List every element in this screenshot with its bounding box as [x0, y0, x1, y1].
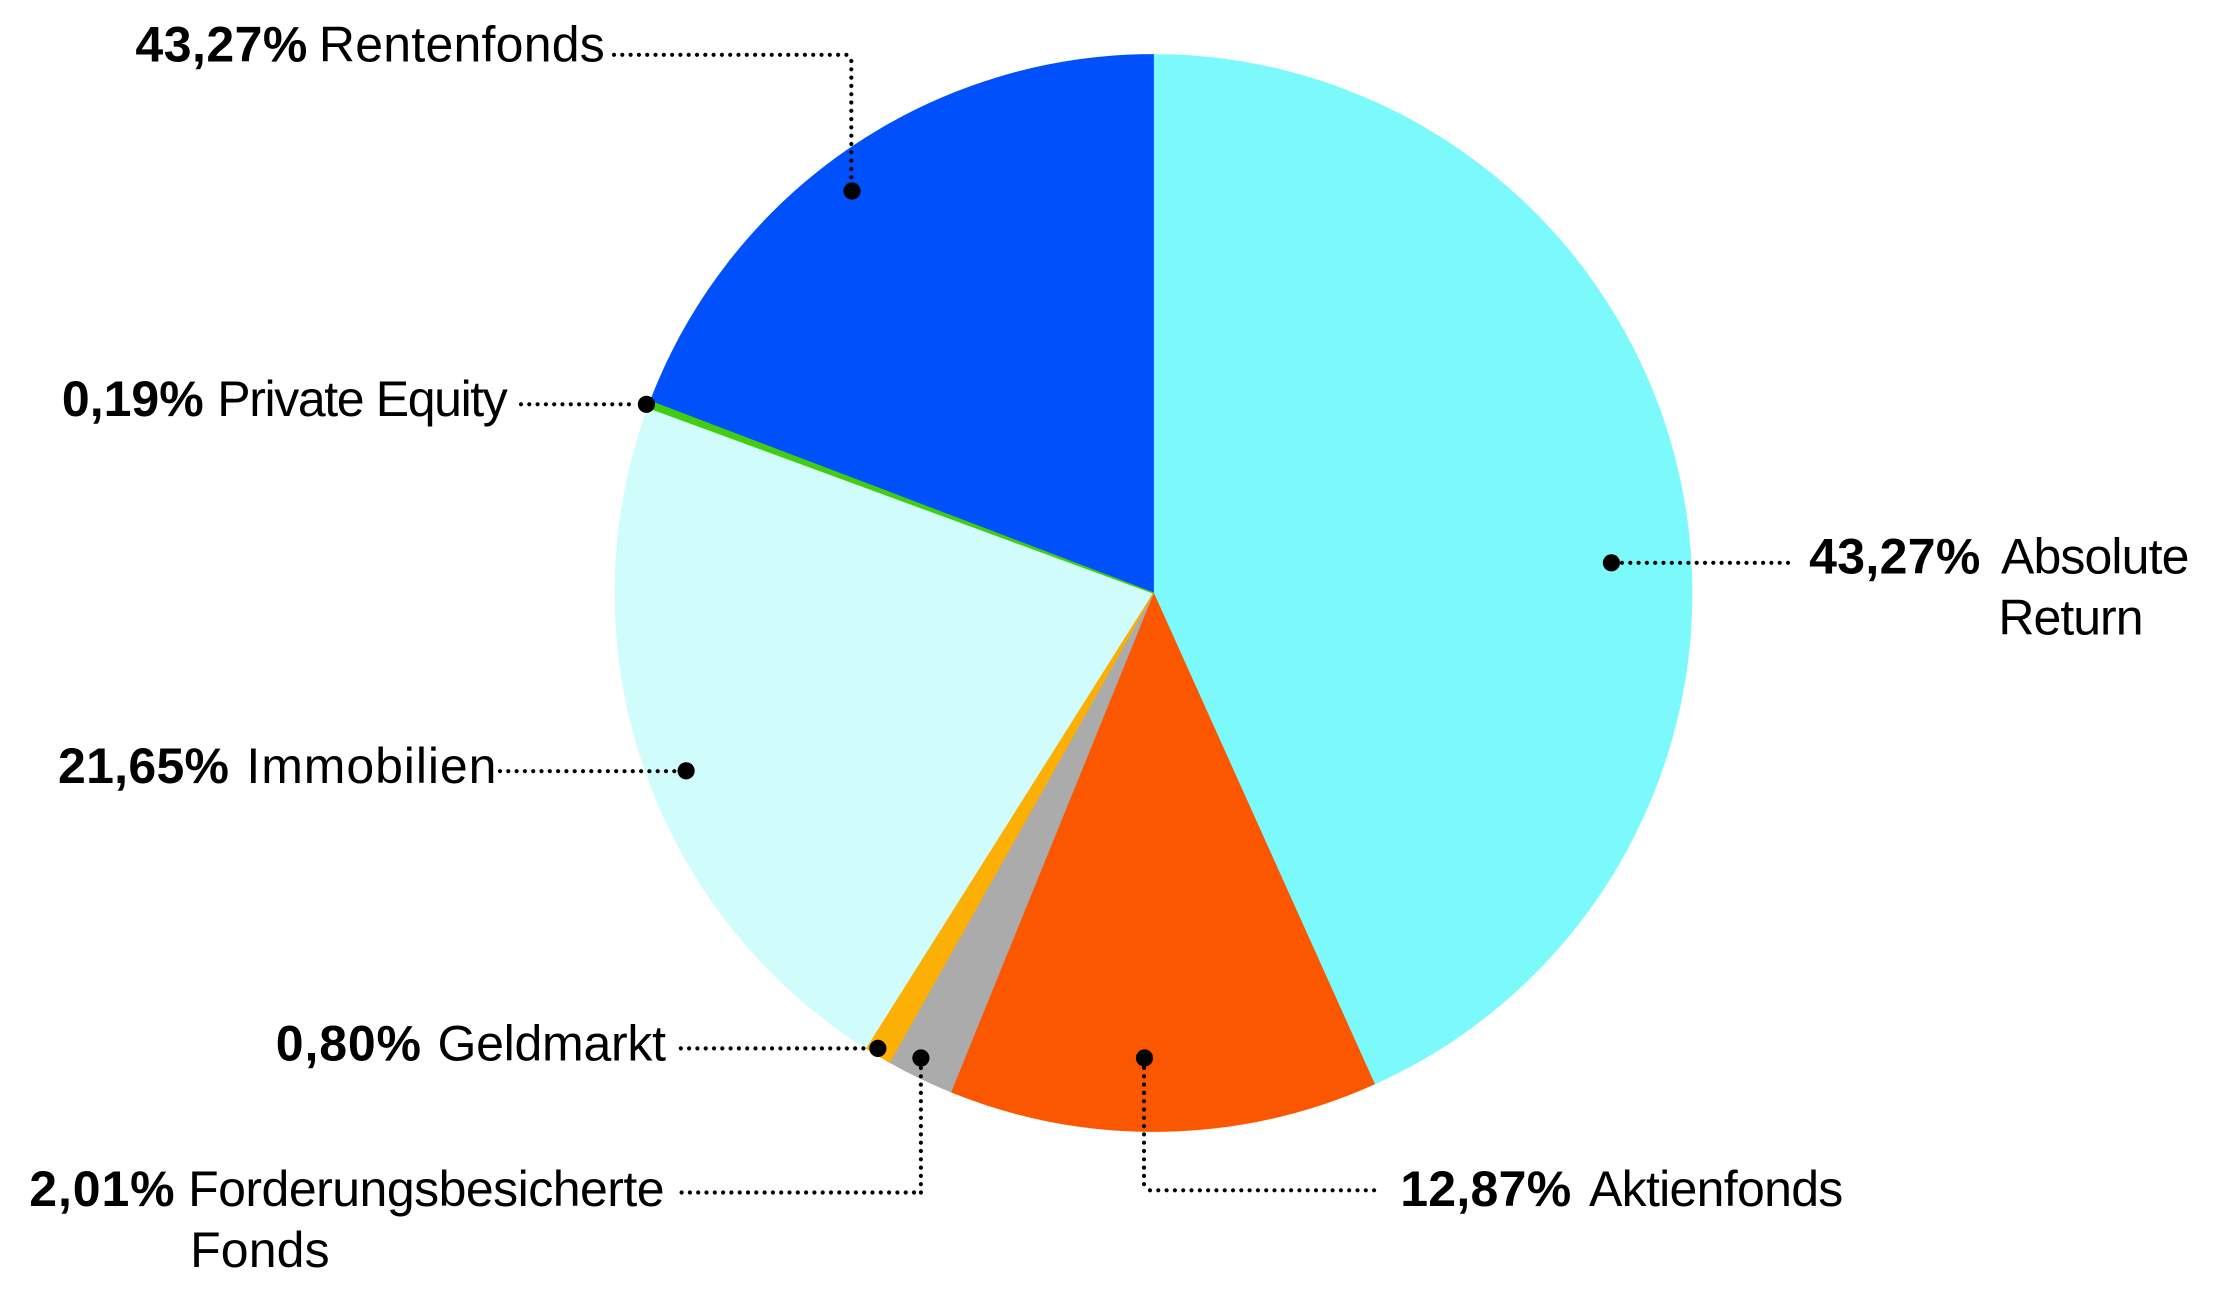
svg-text:0,19%Private Equity: 0,19% Private Equity — [62, 371, 508, 427]
svg-text:0,80%Geldmarkt: 0,80% Geldmarkt — [276, 1016, 666, 1072]
svg-text:43,27%Rentenfonds: 43,27% Rentenfonds — [135, 16, 604, 72]
svg-text:21,65%Immobilien: 21,65% Immobilien — [58, 738, 496, 794]
svg-text:12,87%Aktienfonds: 12,87% Aktienfonds — [1400, 1161, 1843, 1217]
